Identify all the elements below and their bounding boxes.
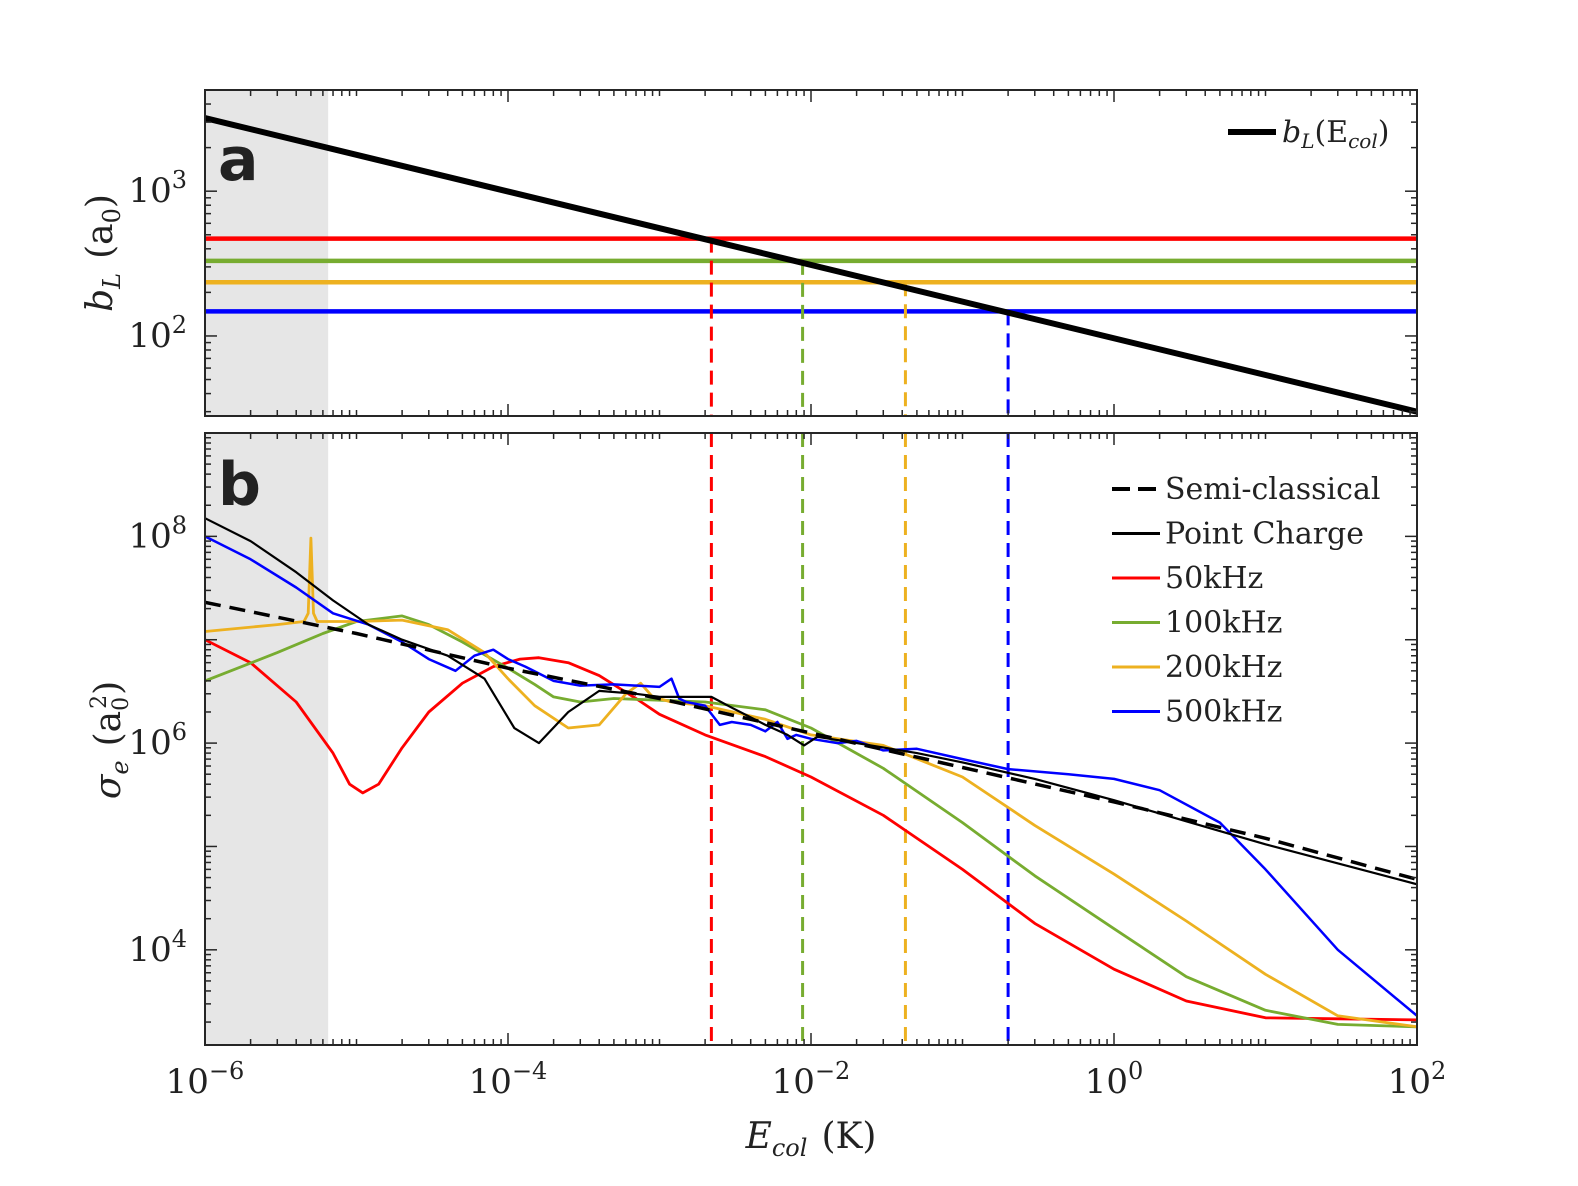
series-line-semi-classical (205, 600, 1417, 882)
y-axis-title-b-sub: e (106, 760, 134, 774)
legend-a: bL(Ecol) (1228, 115, 1389, 153)
a-y-tick-label: 103 (128, 166, 187, 211)
legend-b-label: 500kHz (1165, 695, 1282, 730)
b-y-tick-label: 108 (128, 511, 187, 556)
legend-b-label: 200kHz (1165, 650, 1282, 685)
b-x-tick-label: 100 (1085, 1057, 1144, 1102)
b-x-tick-label-base: 10 (772, 1062, 815, 1102)
y-axis-title-a-main: b (80, 289, 121, 312)
y-axis-title-a-unit-sub: 0 (98, 208, 126, 223)
b-y-tick-label-exp: 8 (172, 511, 187, 539)
panel-a-letter: a (218, 125, 259, 195)
a-y-tick-label-base: 10 (128, 316, 171, 356)
y-axis-title-a-close: ) (80, 194, 121, 208)
legend-a-label-arg: (E (1315, 115, 1349, 150)
x-axis-title: Ecol (K) (745, 1116, 877, 1162)
series-line-point-charge (205, 517, 1417, 886)
y-axis-title-b-unit: (a (88, 711, 129, 747)
y-axis-title-b: σe (a02) (87, 681, 134, 799)
b-x-tick-label-base: 10 (1085, 1062, 1128, 1102)
y-axis-title-b-unit-sup: 2 (87, 695, 112, 709)
x-axis-title-unit: (K) (821, 1116, 876, 1157)
legend-a-label: bL(Ecol) (1282, 115, 1389, 153)
panel-b-frame (204, 432, 1418, 1046)
b-y-tick-label: 106 (128, 718, 187, 763)
b-y-tick-label-base: 10 (128, 516, 171, 556)
y-axis-title-a-unit: (a (80, 223, 121, 259)
b-x-tick-label-base: 10 (1388, 1062, 1431, 1102)
b-x-tick-label-base: 10 (469, 1062, 512, 1102)
low-energy-shaded-region-b (205, 433, 329, 1045)
y-axis-title-b-close: ) (88, 681, 129, 695)
y-axis-title-a: bL (a0) (80, 194, 126, 312)
legend-b-label: Semi-classical (1165, 472, 1380, 507)
series-line-50khz (205, 638, 1417, 1022)
b-x-tick-label-exp: −2 (815, 1057, 850, 1085)
b-x-tick-label: 10−6 (166, 1057, 245, 1102)
series-line-100khz (205, 614, 1417, 1029)
b-y-tick-label-exp: 6 (172, 718, 187, 746)
a-y-tick-label-base: 10 (128, 171, 171, 211)
series-line-500khz (205, 535, 1417, 1017)
x-axis-title-main: E (745, 1116, 772, 1157)
legend-b-label: Point Charge (1165, 517, 1364, 552)
series-bL-line (205, 115, 1417, 415)
b-x-tick-label-exp: −4 (512, 1057, 547, 1085)
a-y-tick-label: 102 (128, 311, 187, 356)
b-y-tick-label: 104 (128, 925, 187, 970)
b-x-tick-label: 10−4 (469, 1057, 548, 1102)
x-axis-title-sub: col (772, 1134, 808, 1162)
a-y-tick-label-exp: 2 (172, 311, 187, 339)
b-x-tick-label-exp: 2 (1431, 1057, 1446, 1085)
b-x-tick-label-exp: 0 (1128, 1057, 1143, 1085)
legend-b-label: 100kHz (1165, 606, 1282, 641)
b-x-tick-label-base: 10 (166, 1062, 209, 1102)
a-y-tick-label-exp: 3 (172, 166, 187, 194)
panel-a-frame (204, 89, 1418, 417)
y-axis-title-b-unit-sub: 0 (109, 697, 134, 711)
b-x-tick-label-exp: −6 (209, 1057, 244, 1085)
y-axis-title-b-main: σ (88, 773, 129, 799)
legend-a-label-argsub: col (1348, 129, 1378, 153)
legend-b-label: 50kHz (1165, 561, 1263, 596)
legend-b: Semi-classical Point Charge 50kHz 100kHz 200… (1112, 472, 1380, 730)
b-y-tick-label-base: 10 (128, 723, 171, 763)
legend-a-label-b: b (1282, 115, 1301, 150)
series-line-200khz (205, 536, 1417, 1029)
b-y-tick-label-exp: 4 (172, 925, 187, 953)
b-x-tick-label: 102 (1388, 1057, 1447, 1102)
y-axis-title-a-sub: L (98, 273, 126, 290)
legend-a-label-close: ) (1378, 115, 1390, 150)
panel-b-letter: b (218, 450, 261, 520)
b-x-tick-label: 10−2 (772, 1057, 851, 1102)
legend-a-label-sub: L (1300, 129, 1314, 153)
b-y-tick-label-base: 10 (128, 930, 171, 970)
